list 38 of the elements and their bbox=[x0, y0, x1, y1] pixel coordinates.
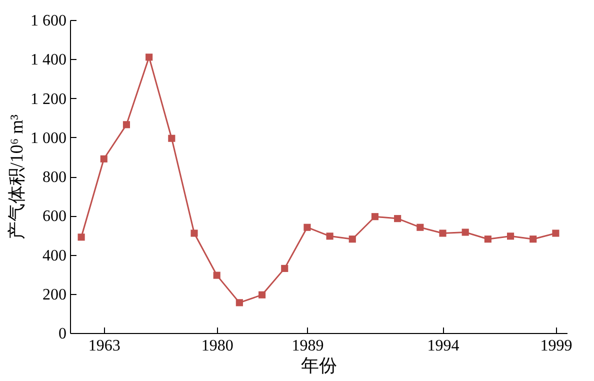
y-tick-label: 600 bbox=[42, 208, 66, 226]
point bbox=[484, 236, 492, 243]
point bbox=[530, 236, 537, 243]
x-tick-label: 1999 bbox=[540, 338, 572, 354]
point bbox=[371, 213, 379, 220]
point bbox=[281, 264, 288, 272]
y-tick-label: 800 bbox=[42, 169, 66, 186]
x-tick-label: 1994 bbox=[427, 338, 460, 354]
point bbox=[168, 134, 176, 142]
point bbox=[78, 234, 85, 241]
x-tick-label: 1980 bbox=[201, 338, 234, 354]
y-tick-label: 400 bbox=[42, 247, 66, 264]
point bbox=[552, 230, 560, 237]
x-axis-title: 年份 bbox=[301, 356, 337, 376]
y-tick-label: 1 400 bbox=[30, 52, 66, 69]
y-tick-label: 1 000 bbox=[30, 130, 66, 147]
x-tick-label: 1963 bbox=[88, 338, 120, 354]
point bbox=[146, 54, 153, 61]
point bbox=[326, 232, 334, 240]
y-axis-title: 产气体积/10⁶ m³ bbox=[6, 114, 26, 240]
point bbox=[100, 155, 108, 162]
y-tick-label: 1 200 bbox=[30, 90, 66, 108]
point bbox=[122, 121, 130, 128]
y-tick-label: 1 600 bbox=[30, 12, 66, 30]
point bbox=[462, 228, 469, 236]
point bbox=[258, 291, 266, 298]
point bbox=[236, 299, 243, 306]
point bbox=[439, 230, 446, 237]
point bbox=[506, 232, 514, 240]
point bbox=[416, 224, 424, 231]
point bbox=[394, 215, 402, 222]
point bbox=[348, 236, 356, 243]
point bbox=[304, 224, 311, 231]
x-tick-label: 1989 bbox=[292, 338, 324, 354]
y-tick-label: 200 bbox=[42, 286, 66, 304]
y-tick-label: 0 bbox=[58, 326, 66, 342]
point bbox=[190, 230, 198, 237]
point bbox=[213, 272, 220, 279]
